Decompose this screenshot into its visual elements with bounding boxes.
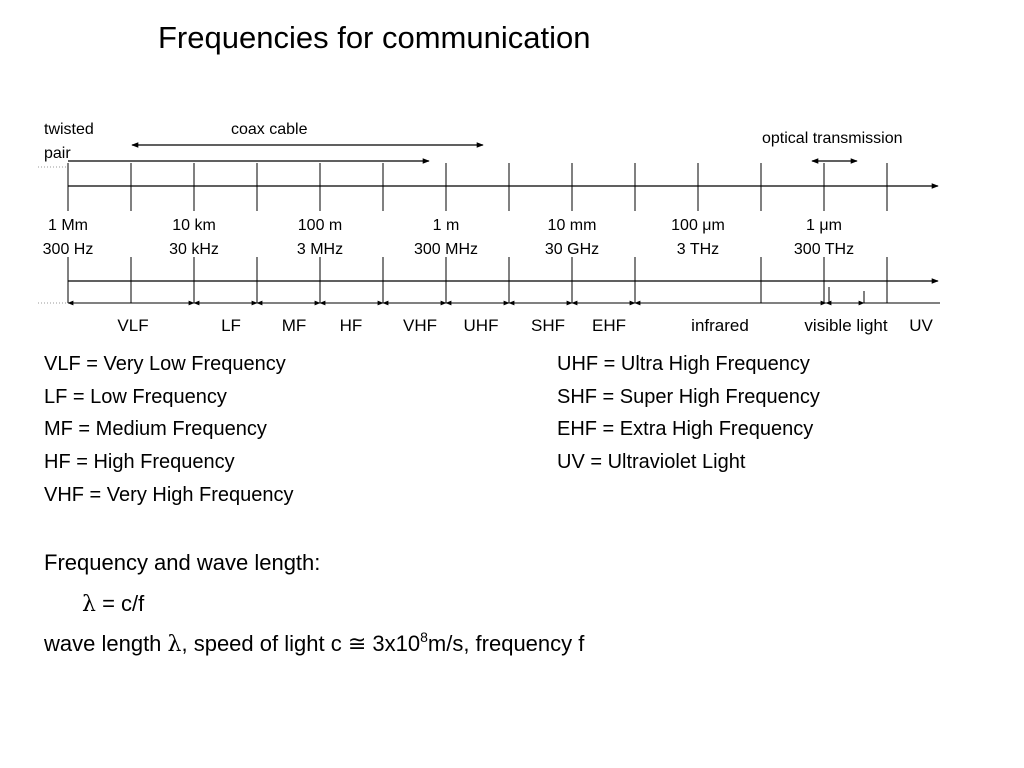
wave-line-prefix: wave length: [44, 631, 168, 656]
definition-lf: LF = Low Frequency: [44, 385, 227, 408]
band-label: visible light: [804, 316, 887, 335]
lambda-equation-rhs: = c/f: [95, 591, 145, 616]
definition-vhf: VHF = Very High Frequency: [44, 483, 294, 506]
scale-wavelength-label: 100 μm: [671, 217, 725, 234]
scale-wavelength-label: 1 m: [433, 217, 460, 234]
definition-hf: HF = High Frequency: [44, 451, 235, 474]
top-axis-ticks: [67, 163, 888, 211]
media-label-twisted: twisted: [44, 121, 94, 138]
scale-frequency-label: 300 Hz: [43, 241, 94, 258]
scale-wavelength-label: 1 Mm: [48, 217, 88, 234]
band-label: UHF: [464, 316, 499, 335]
scale-frequency-label: 30 kHz: [169, 241, 219, 258]
scale-frequency-label: 300 MHz: [414, 241, 478, 258]
definitions-right: UHF = Ultra High Frequency SHF = Super H…: [557, 348, 820, 479]
definition-ehf: EHF = Extra High Frequency: [557, 418, 814, 441]
scale-wavelength-label: 1 μm: [806, 217, 842, 234]
definition-uhf: UHF = Ultra High Frequency: [557, 353, 810, 375]
wave-line-mid: , speed of light c: [181, 631, 348, 656]
approx-symbol: ≅: [347, 632, 367, 657]
wave-length-line: wave length λ, speed of light c ≅ 3x108m…: [44, 629, 585, 657]
scale-wavelength-label: 100 m: [298, 217, 342, 234]
scale-wavelength-label: 10 mm: [548, 217, 597, 234]
scale-frequency-label: 30 GHz: [545, 241, 599, 258]
band-label: LF: [221, 316, 241, 335]
wave-line-base: 3x10: [366, 631, 421, 656]
wave-line-lambda: λ: [167, 632, 182, 657]
scale-wavelength-label: 10 km: [172, 217, 216, 234]
bottom-axis-ticks: [67, 257, 888, 303]
band-label: MF: [282, 316, 307, 335]
scale-labels: 1 Mm 300 Hz 10 km 30 kHz 100 m 3 MHz 1 m 300 MH…: [43, 217, 854, 258]
scale-frequency-label: 3 MHz: [297, 241, 343, 258]
wave-line-exponent: 8: [420, 629, 428, 645]
band-label: HF: [340, 316, 363, 335]
definitions-left: VLF = Very Low Frequency LF = Low Freque…: [44, 348, 294, 511]
scale-frequency-label: 300 THz: [794, 241, 854, 258]
band-label: UV: [909, 316, 933, 335]
band-label: VLF: [117, 316, 148, 335]
lambda-symbol: λ: [82, 592, 96, 617]
band-label: EHF: [592, 316, 626, 335]
media-label-optical: optical transmission: [762, 130, 903, 147]
band-label: SHF: [531, 316, 565, 335]
lambda-equation: λ = c/f: [82, 591, 144, 617]
scale-frequency-label: 3 THz: [677, 241, 719, 258]
band-label: VHF: [403, 316, 437, 335]
media-label-coax: coax cable: [231, 121, 308, 138]
wave-line-suffix: m/s, frequency f: [427, 631, 585, 656]
band-labels: VLF LF MF HF VHF UHF SHF EHF infrared visible lig…: [117, 316, 933, 335]
definition-uv: UV = Ultraviolet Light: [557, 451, 746, 474]
band-label: infrared: [691, 316, 749, 335]
definition-mf: MF = Medium Frequency: [44, 418, 267, 441]
page-title: Frequencies for communication: [158, 20, 591, 55]
formula-heading: Frequency and wave length:: [44, 550, 321, 575]
media-label-pair: pair: [44, 145, 71, 162]
definition-vlf: VLF = Very Low Frequency: [44, 353, 286, 375]
frequency-spectrum-diagram: twisted pair coax cable optical transmis…: [38, 121, 940, 335]
definition-shf: SHF = Super High Frequency: [557, 385, 820, 408]
